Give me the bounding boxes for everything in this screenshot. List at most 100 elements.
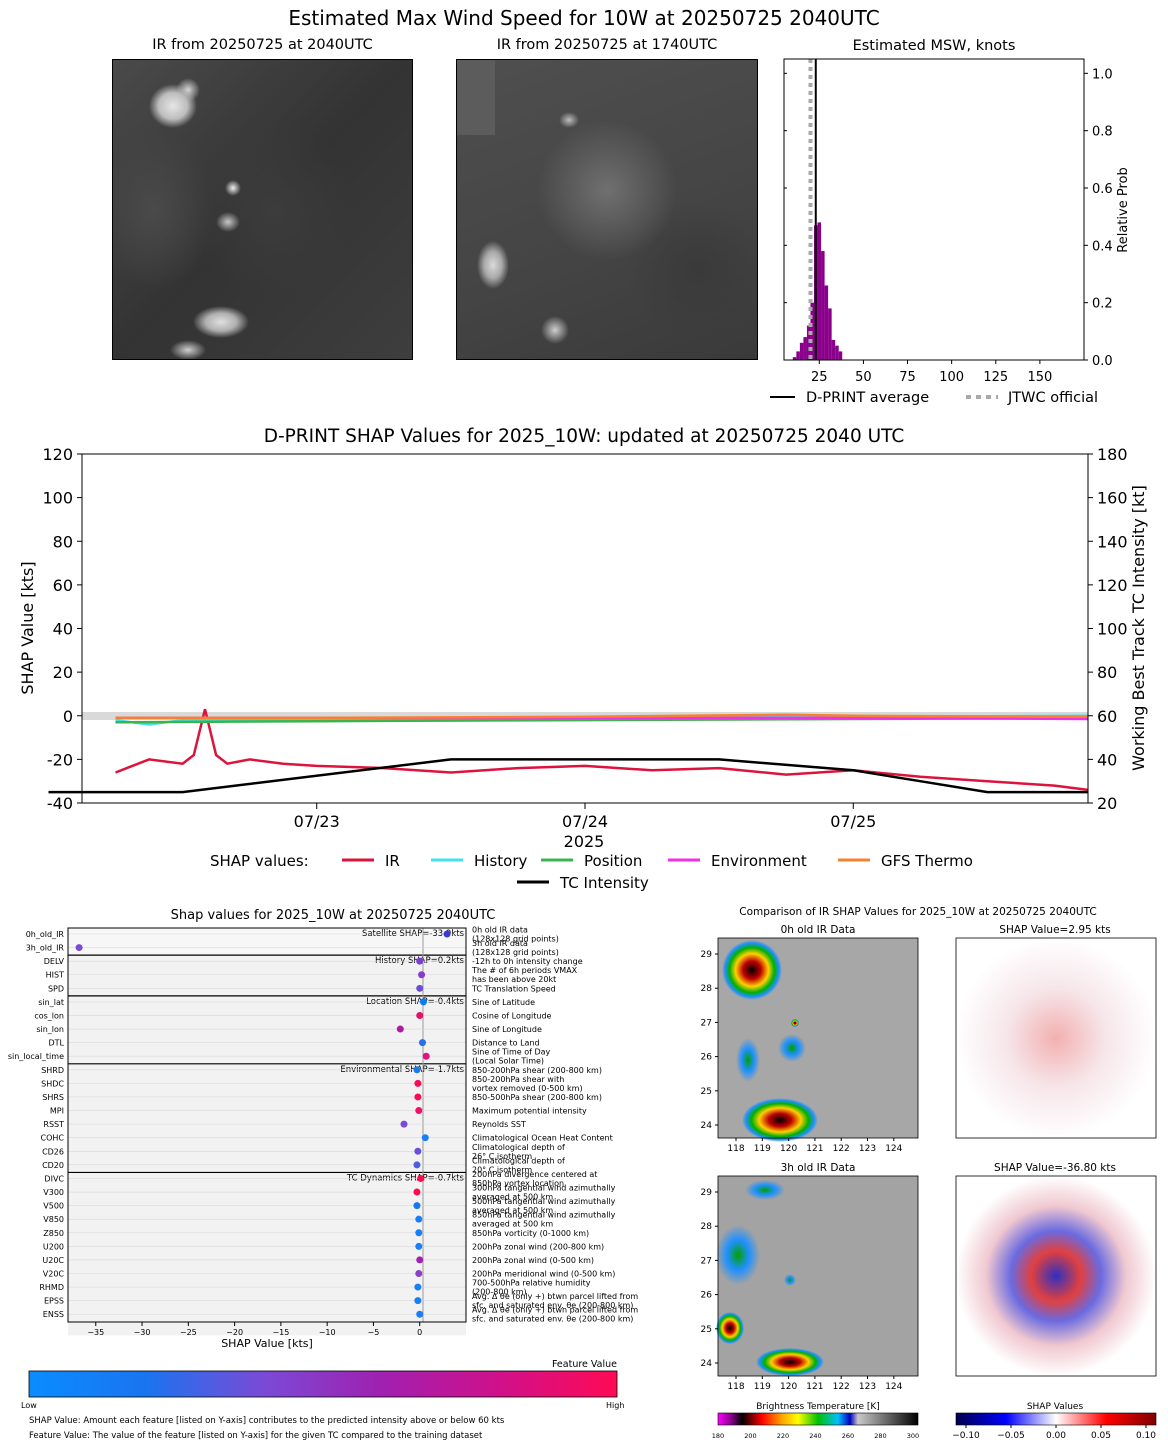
legend-label-tc-intensity: TC Intensity <box>559 874 649 892</box>
feature-description: Climatological depth of <box>472 1156 565 1165</box>
bt-colorbar-tick-label: 220 <box>777 1432 789 1440</box>
feature-description: (128x128 grid points) <box>472 935 559 944</box>
feature-description: 700-500hPa relative humidity <box>472 1279 591 1288</box>
shap-colorbar-tick-label: 0.10 <box>1136 1431 1156 1441</box>
right-y-tick-label: 80 <box>1097 663 1117 682</box>
middle-title: D-PRINT SHAP Values for 2025_10W: update… <box>264 426 905 447</box>
ir0-axes: 118 119 120 121 122 123 124 29 28 27 26 25 24 <box>701 950 903 1154</box>
feature-shap-point <box>416 957 424 965</box>
left-y-tick-label: 40 <box>53 620 73 639</box>
ir-panel-current <box>112 59 413 360</box>
feature-description: 850-500hPa shear (200-800 km) <box>472 1093 602 1102</box>
histogram-bar <box>799 342 804 360</box>
shap0-title: SHAP Value=2.95 kts <box>999 924 1110 936</box>
feature-shap-point <box>415 1229 423 1237</box>
histogram-bar <box>796 351 800 360</box>
map-y-tick-label: 29 <box>701 950 713 960</box>
feature-shap-point <box>418 971 426 979</box>
shap-colorbar-tick-label: −0.05 <box>997 1431 1025 1441</box>
legend-jtwc-label: JTWC official <box>1007 390 1098 406</box>
right-y-tick-label: 180 <box>1097 445 1128 464</box>
legend-label-history: History <box>474 852 527 870</box>
histogram-bar <box>828 308 832 360</box>
histogram-y-label: Relative Prob <box>1116 167 1131 252</box>
histogram-y-tick-label: 0.2 <box>1092 297 1113 312</box>
histogram-x-tick-label: 25 <box>811 370 828 385</box>
histogram-y-tick-label: 1.0 <box>1092 67 1113 82</box>
feature-shap-point <box>396 1025 404 1033</box>
shap-panel-title: Shap values for 2025_10W at 20250725 204… <box>171 908 496 923</box>
feature-description: Distance to Land <box>472 1039 540 1048</box>
feature-name: 3h_old_IR <box>26 944 65 953</box>
feature-description: 200hPa zonal wind (200-800 km) <box>472 1242 604 1251</box>
feature-name: V300 <box>43 1188 64 1197</box>
bt-colorbar-tick-label: 300 <box>907 1432 919 1440</box>
map-x-tick-label: 118 <box>727 1144 744 1154</box>
feature-name: sin_local_time <box>8 1052 64 1061</box>
feature-description: 300hPa tangential wind azimuthally <box>472 1184 616 1193</box>
map-y-tick-label: 29 <box>701 1188 713 1198</box>
feature-description: has been above 20kt <box>472 975 556 984</box>
histogram-y-tick-label: 0.0 <box>1092 354 1113 369</box>
shap-frame <box>67 927 467 1323</box>
histogram-x-tick-label: 50 <box>855 370 872 385</box>
shap-x-tick-label: −20 <box>226 1328 243 1337</box>
colorbar-low: Low <box>21 1401 37 1410</box>
feature-description: (Local Solar Time) <box>472 1057 544 1066</box>
ir-panel-current-title: IR from 20250725 at 2040UTC <box>152 37 373 53</box>
feature-name: SHDC <box>41 1079 64 1088</box>
feature-group-bg <box>68 955 466 996</box>
map-x-tick-label: 122 <box>833 1382 850 1392</box>
legend-label-ir: IR <box>385 852 400 870</box>
feature-value-colorbar <box>28 1370 618 1398</box>
left-y-tick-label: -20 <box>47 750 73 769</box>
shap-x-ticks: −35 −30 −25 −20 −15 −10 −5 0 <box>87 1322 422 1337</box>
feature-description: -12h to 0h intensity change <box>472 957 583 966</box>
feature-description: averaged at 500 km <box>472 1193 553 1202</box>
right-y-tick-label: 160 <box>1097 489 1128 508</box>
map-y-tick-label: 24 <box>701 1121 713 1131</box>
ir3-axes: 118 119 120 121 122 123 124 29 28 27 26 25 24 <box>701 1188 903 1392</box>
bt-colorbar-tick-label: 240 <box>809 1432 821 1440</box>
feature-name: CD20 <box>42 1161 64 1170</box>
feature-name: sin_lat <box>38 998 64 1007</box>
feature-shap-point <box>413 1188 421 1196</box>
legend-title: SHAP values: <box>210 852 309 870</box>
feature-group-bg <box>68 1063 466 1173</box>
histogram-y-ticks: 0.0 0.2 0.4 0.6 0.8 1.0 <box>784 67 1113 369</box>
msw-histogram: Estimated MSW, knots 25 50 75 100 125 150 0.0… <box>770 38 1131 406</box>
feature-description: sfc. and saturated env. θe (200-800 km) <box>472 1315 633 1324</box>
feature-description: 850hPa tangential wind azimuthally <box>472 1211 616 1220</box>
right-y-tick-label: 140 <box>1097 532 1128 551</box>
map-x-tick-label: 121 <box>806 1382 823 1392</box>
feature-description: Avg. Δ θe (only +) btwn parcel lifted fr… <box>472 1292 638 1301</box>
left-y-ticks: -40 -20 0 20 40 60 80 100 120 <box>42 445 82 813</box>
histogram-y-tick-label: 0.6 <box>1092 182 1113 197</box>
map-y-tick-label: 24 <box>701 1359 713 1369</box>
histogram-bar <box>792 357 797 360</box>
left-y-tick-label: 60 <box>53 576 73 595</box>
feature-description: 200hPa divergence centered at <box>472 1170 597 1179</box>
msw-histogram-title: Estimated MSW, knots <box>853 38 1016 54</box>
feature-shap-point <box>417 1174 425 1182</box>
shap-x-tick-label: −25 <box>180 1328 197 1337</box>
feature-rows: 0h_old_IR 0h old IR data(128x128 grid poi… <box>8 926 639 1324</box>
shap-x-tick-label: −30 <box>134 1328 151 1337</box>
map-x-tick-label: 123 <box>859 1144 876 1154</box>
histogram-bar <box>803 337 807 360</box>
feature-name: DELV <box>44 957 65 966</box>
x-tick-label: 07/25 <box>830 812 876 831</box>
ir-comparison-panel: Comparison of IR SHAP Values for 2025_10… <box>701 906 1157 1441</box>
ir3-map <box>716 1175 919 1377</box>
feature-group-bg <box>68 928 466 956</box>
time-series-frame <box>81 453 1089 804</box>
legend-label-gfs-thermo: GFS Thermo <box>881 852 973 870</box>
map-x-tick-label: 124 <box>885 1144 902 1154</box>
time-series-lines <box>48 708 1089 794</box>
feature-shap-point <box>419 998 427 1006</box>
shap-colorbar-title: SHAP Values <box>1027 1402 1084 1412</box>
right-y-tick-label: 60 <box>1097 707 1117 726</box>
left-y-tick-label: 120 <box>42 445 73 464</box>
series-line-gfs-thermo <box>115 713 1089 720</box>
y-label-left: SHAP Value [kts] <box>18 561 37 694</box>
